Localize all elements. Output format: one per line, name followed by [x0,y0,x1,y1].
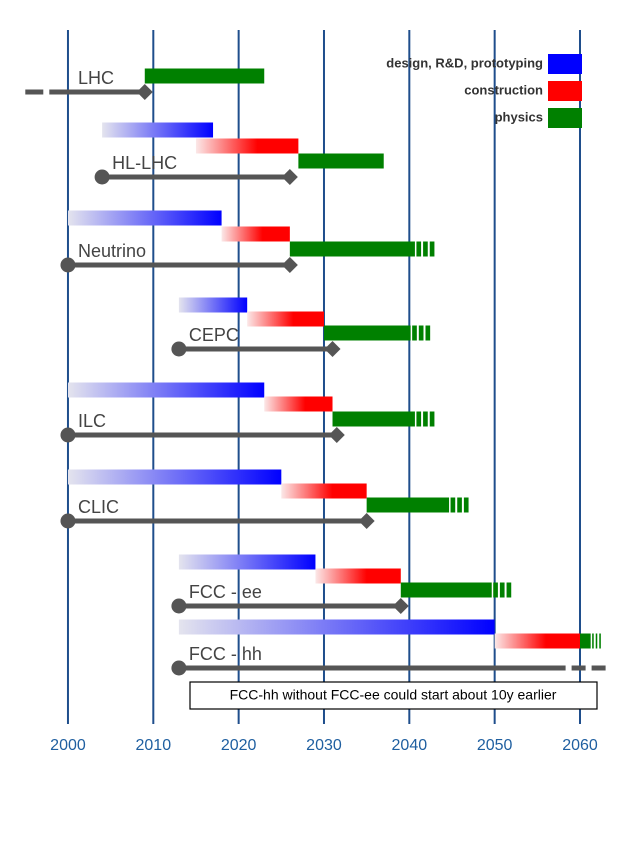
project-label: Neutrino [78,241,146,261]
bar-segment [425,325,431,341]
end-marker [328,427,345,443]
bar [67,210,222,226]
bar [67,469,282,485]
end-marker [281,257,298,273]
legend-label: construction [464,82,543,97]
start-marker [171,660,187,676]
timeline [94,169,298,185]
bar [315,568,401,584]
project-label: FCC - ee [189,582,262,602]
timeline [171,598,409,614]
bar-segment [599,633,601,649]
x-tick-label: 2060 [562,737,598,754]
bar [579,633,601,649]
legend-swatch [548,81,582,101]
x-tick-label: 2030 [306,737,342,754]
end-marker [281,169,298,185]
project-label: HL-LHC [112,153,177,173]
bar-segment [323,325,411,341]
end-marker [392,598,409,614]
start-marker [94,169,110,185]
bar [298,153,384,169]
bar [366,497,469,513]
end-marker [136,84,153,100]
bar [144,68,265,84]
start-marker [60,513,76,529]
x-tick-label: 2040 [392,737,428,754]
bar [332,411,435,427]
start-marker [60,257,76,273]
bar-segment [450,497,456,513]
bar-segment [423,241,428,257]
timeline [60,427,345,443]
start-marker [60,427,76,443]
legend-label: physics [495,109,543,124]
bar-segment [429,411,435,427]
bar [221,226,290,242]
timeline [171,341,341,357]
bar [289,241,435,257]
bar [247,311,324,327]
legend-label: design, R&D, prototyping [386,55,543,70]
bar-segment [493,582,498,598]
timeline [60,257,298,273]
timeline [171,660,606,676]
bar-segment [400,582,492,598]
bar [264,396,333,412]
end-marker [358,513,375,529]
x-tick-label: 2010 [136,737,172,754]
timeline [25,84,153,100]
bar-segment [412,325,417,341]
bar-segment [463,497,469,513]
bar-segment [418,325,424,341]
bar [178,619,495,635]
bar-segment [423,411,428,427]
end-marker [324,341,341,357]
bar-segment [416,411,422,427]
bar-segment [595,633,598,649]
bar [494,633,580,649]
bar-segment [332,411,415,427]
bar-segment [429,241,435,257]
bar-segment [579,633,591,649]
project-label: CEPC [189,325,239,345]
project-label: CLIC [78,497,119,517]
bar-segment [289,241,415,257]
bar-segment [416,241,422,257]
annotation-box [189,681,598,710]
start-marker [171,341,187,357]
bar [281,483,367,499]
bar [67,382,265,398]
bar [323,325,431,341]
x-tick-label: 2050 [477,737,513,754]
bar-segment [499,582,505,598]
annotation: FCC-hh without FCC-ee could start about … [230,687,557,703]
bar-segment [506,582,512,598]
timeline [60,513,375,529]
legend-swatch [548,108,582,128]
project-label: LHC [78,68,114,88]
x-tick-label: 2020 [221,737,257,754]
bar [400,582,512,598]
bar [102,122,214,138]
bar [178,297,248,313]
start-marker [171,598,187,614]
project-label: FCC - hh [189,644,262,664]
bar-segment [592,633,594,649]
bar [195,138,299,154]
project-label: ILC [78,411,106,431]
bar-segment [366,497,450,513]
bar [178,554,316,570]
bar-segment [457,497,462,513]
legend-swatch [548,54,582,74]
x-tick-label: 2000 [50,737,86,754]
